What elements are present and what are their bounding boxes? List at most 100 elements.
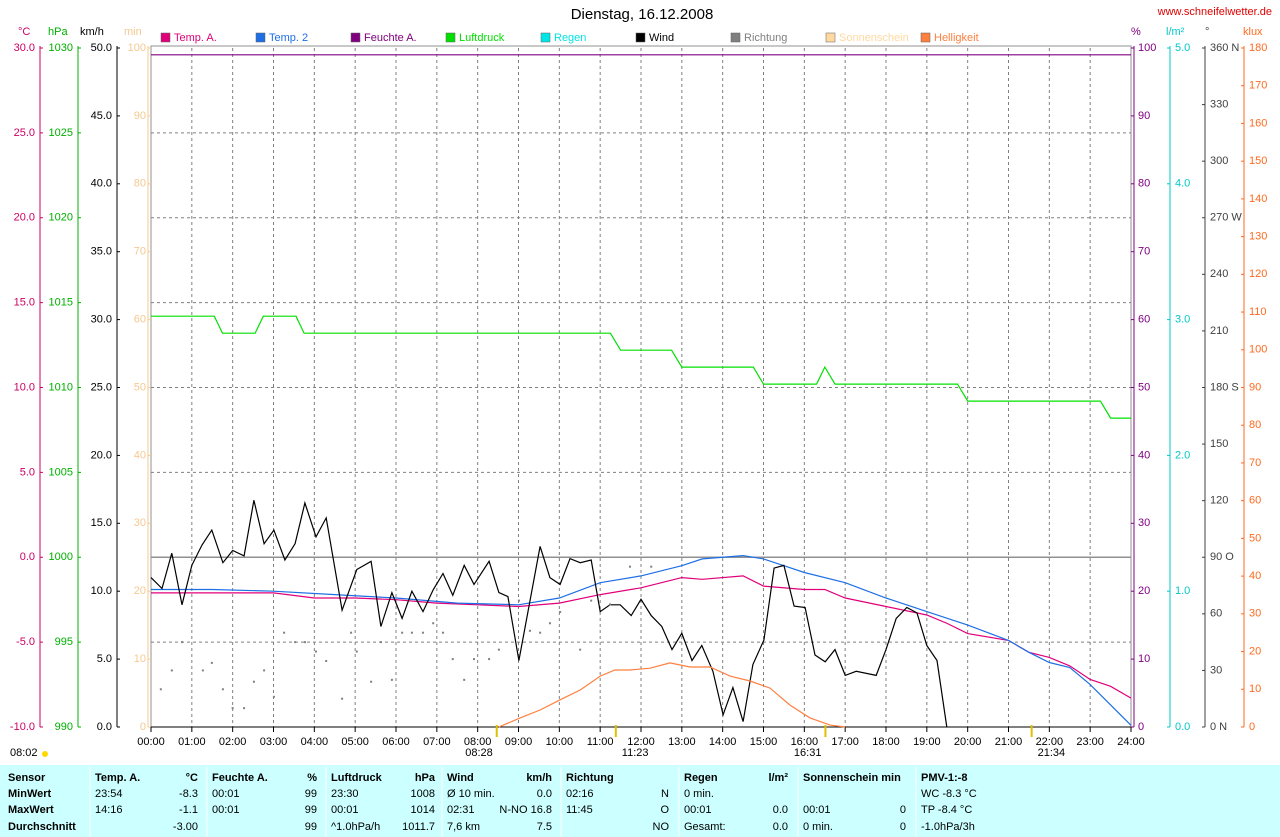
series-point — [350, 631, 353, 634]
y-tick-label: 30 — [1138, 517, 1150, 529]
legend-swatch — [445, 32, 456, 43]
y-tick-label: 15.0 — [91, 517, 112, 529]
row-label: MinWert — [8, 788, 52, 800]
table-header: Temp. A. — [95, 772, 140, 784]
table-cell: 02:16 — [566, 788, 594, 800]
y-tick-label: 130 — [1249, 231, 1267, 243]
table-cell: -1.1 — [179, 804, 198, 816]
watermark: www.schneifelwetter.de — [1157, 6, 1272, 18]
series-point — [170, 669, 173, 672]
legend-swatch — [350, 32, 361, 43]
series-point — [421, 631, 424, 634]
table-cell: 00:01 — [684, 804, 712, 816]
x-tick-label: 08:00 — [464, 736, 492, 748]
legend-swatch — [730, 32, 741, 43]
y-tick-label: 45.0 — [91, 110, 112, 122]
x-tick-label: 01:00 — [178, 736, 206, 748]
y-tick-label: 90 — [1138, 110, 1150, 122]
table-cell: 1011.7 — [402, 821, 435, 833]
series-line — [150, 500, 948, 728]
y-tick-label: 150 — [1249, 155, 1267, 167]
table-header: Luftdruck — [331, 772, 383, 784]
legend-swatch — [825, 32, 836, 43]
table-cell: Gesamt: — [684, 821, 726, 833]
y-tick-label: 1025 — [49, 127, 73, 139]
y-tick-label: 330 — [1210, 98, 1228, 110]
legend-label: Feuchte A. — [364, 32, 417, 44]
table-cell: 1008 — [411, 788, 435, 800]
y-tick-label: 0 — [1138, 721, 1144, 733]
series-point — [628, 565, 631, 568]
y-tick-label: 1.0 — [1175, 585, 1190, 597]
table-header: Regen — [684, 772, 718, 784]
table-cell: 0 min. — [684, 788, 714, 800]
table-header: Richtung — [566, 772, 614, 784]
series-line — [498, 662, 846, 728]
series-point — [410, 631, 413, 634]
table-cell: TP -8.4 °C — [921, 804, 972, 816]
x-tick-label: 12:00 — [627, 736, 655, 748]
y-tick-label: 1000 — [49, 551, 73, 563]
series-point — [231, 707, 234, 710]
axis-label: min — [124, 26, 142, 38]
y-tick-label: 60 — [1210, 608, 1222, 620]
table-cell: 7,6 km — [447, 821, 480, 833]
series-point — [370, 680, 373, 683]
y-tick-label: 10 — [134, 653, 146, 665]
series-line — [151, 315, 1131, 419]
table-cell: 7.5 — [537, 821, 552, 833]
y-tick-label: 1020 — [49, 212, 73, 224]
annotation-label: 16:31 — [794, 747, 822, 759]
axis-label: km/h — [80, 26, 104, 38]
y-tick-label: 300 — [1210, 155, 1228, 167]
y-tick-label: 180 S — [1210, 381, 1239, 393]
y-tick-label: 25.0 — [91, 381, 112, 393]
table-cell: -3.00 — [173, 821, 198, 833]
y-tick-label: 10.0 — [91, 585, 112, 597]
y-tick-label: 2.0 — [1175, 449, 1190, 461]
table-cell: 0.0 — [773, 804, 788, 816]
table-unit: hPa — [415, 772, 436, 784]
y-tick-label: 150 — [1210, 438, 1228, 450]
y-tick-label: 995 — [55, 636, 73, 648]
table-cell: NO — [653, 821, 670, 833]
x-tick-label: 03:00 — [260, 736, 288, 748]
y-tick-label: 4.0 — [1175, 178, 1190, 190]
axis-label: °C — [18, 26, 30, 38]
y-tick-label: 20 — [134, 585, 146, 597]
legend-swatch — [920, 32, 931, 43]
table-cell: 00:01 — [331, 804, 359, 816]
table-unit: % — [307, 772, 317, 784]
y-tick-label: 1010 — [49, 381, 73, 393]
axis-label: hPa — [48, 26, 68, 38]
series-point — [472, 658, 475, 661]
table-cell: 0 — [900, 804, 906, 816]
x-tick-label: 06:00 — [382, 736, 410, 748]
y-tick-label: 70 — [1249, 457, 1261, 469]
table-cell: 0 — [900, 821, 906, 833]
x-tick-label: 11:00 — [587, 736, 614, 748]
x-tick-label: 04:00 — [301, 736, 329, 748]
y-tick-label: 1005 — [49, 466, 73, 478]
y-tick-label: 180 — [1249, 42, 1267, 54]
series-point — [390, 678, 393, 681]
y-tick-label: 0 — [140, 721, 146, 733]
table-cell: 99 — [305, 804, 317, 816]
x-tick-label: 00:00 — [137, 736, 165, 748]
y-tick-label: 210 — [1210, 325, 1228, 337]
table-cell: 0.0 — [773, 821, 788, 833]
row-label: MaxWert — [8, 804, 54, 816]
table-header: Wind — [447, 772, 474, 784]
series-point — [210, 661, 213, 664]
legend-label: Temp. A. — [174, 32, 217, 44]
x-tick-label: 24:00 — [1117, 736, 1145, 748]
legend-label: Temp. 2 — [269, 32, 308, 44]
sunrise-note: 08:02 — [10, 747, 38, 759]
annotation-label: 08:28 — [465, 747, 493, 759]
y-tick-label: 240 — [1210, 268, 1228, 280]
axis-label: ° — [1205, 26, 1209, 38]
series-point — [539, 631, 542, 634]
y-tick-label: 360 N — [1210, 42, 1239, 54]
series-point — [159, 688, 162, 691]
